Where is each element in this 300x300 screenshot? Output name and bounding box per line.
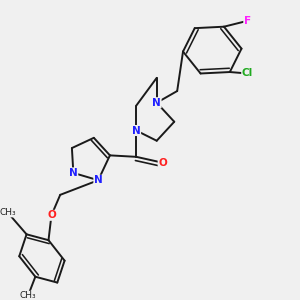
Text: N: N — [152, 98, 161, 108]
Text: N: N — [94, 175, 103, 185]
Text: O: O — [158, 158, 167, 168]
Text: N: N — [132, 125, 141, 136]
Text: CH₃: CH₃ — [0, 208, 16, 217]
Text: F: F — [244, 16, 251, 26]
Text: O: O — [47, 210, 56, 220]
Text: Cl: Cl — [242, 68, 253, 79]
Text: N: N — [69, 168, 78, 178]
Text: CH₃: CH₃ — [20, 291, 36, 300]
